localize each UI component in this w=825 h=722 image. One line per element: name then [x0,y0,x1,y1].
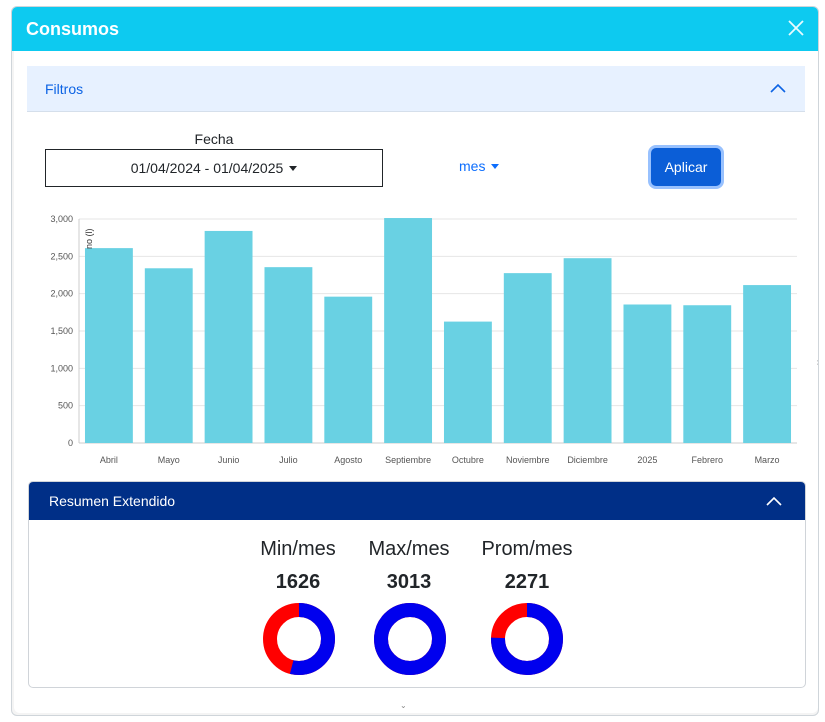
bar [384,218,433,443]
stat-max-value: 3013 [386,571,432,593]
close-icon[interactable] [786,18,806,38]
chevron-up-icon[interactable] [765,494,783,508]
bar [683,305,732,443]
bar [443,321,492,443]
stat-min-label: Min/mes [260,538,336,560]
bar [503,273,552,443]
stat-min: Min/mes 1626 [238,538,358,594]
caret-down-icon [289,165,298,171]
stat-max: Max/mes 3013 [349,538,469,594]
bar-chart-svg: 0 500 1,000 1,500 2,000 2,500 3,000 Abril Mayo Ju… [50,214,797,465]
summary-panel: Resumen Extendido Min/mes 1626 Max/mes 3… [28,481,806,688]
scroll-right-icon[interactable]: › [817,357,818,368]
x-tick-label: Mayo [158,455,180,465]
modal-header: Consumos [12,7,818,51]
scroll-down-icon[interactable]: ⌄ [400,701,407,710]
x-tick-label: Octubre [452,455,484,465]
date-range-dropdown[interactable]: 01/04/2024 - 01/04/2025 [45,149,383,187]
bar [324,296,373,443]
y-tick-label: 3,000 [50,214,73,224]
x-tick-label: 2025 [637,455,657,465]
x-tick-label: Diciembre [567,455,608,465]
stat-avg: Prom/mes 2271 [467,538,587,594]
period-value: mes [459,158,486,174]
y-tick-label: 2,000 [50,289,73,299]
max-donut-chart [374,603,446,675]
summary-header-label: Resumen Extendido [49,493,176,509]
chevron-up-icon[interactable] [769,81,787,95]
modal-title: Consumos [26,18,120,39]
caret-down-icon [491,163,500,169]
y-tick-label: 0 [68,438,73,448]
consumption-chart: 0 500 1,000 1,500 2,000 2,500 3,000 Abril Mayo Ju… [24,209,814,477]
x-tick-label: Septiembre [385,455,431,465]
x-tick-label: Febrero [691,455,723,465]
y-tick-label: 2,500 [50,251,73,261]
y-tick-label: 1,500 [50,326,73,336]
y-tick-label: 1,000 [50,363,73,373]
x-tick-label: Abril [100,455,118,465]
y-tick-label: 500 [58,401,73,411]
filters-accordion-header[interactable]: Filtros [27,66,805,112]
date-range-value: 01/04/2024 - 01/04/2025 [130,160,284,176]
x-tick-label: Julio [279,455,298,465]
modal-body: Filtros Fecha 01/04/2024 - 01/04/2025 me… [14,51,818,713]
bar [204,230,253,443]
summary-accordion-header[interactable]: Resumen Extendido [29,482,805,520]
bar [563,258,612,443]
y-axis-label: no (l) [84,228,94,249]
stat-max-label: Max/mes [368,538,450,560]
x-tick-label: Agosto [334,455,362,465]
avg-donut-chart [491,603,563,675]
bar [623,304,672,443]
donut-value-arc [263,603,335,675]
bar [743,285,792,443]
x-tick-label: Marzo [755,455,780,465]
bar [144,268,193,443]
stat-avg-value: 2271 [504,571,550,593]
donut-value-arc [374,603,446,675]
min-donut-chart [263,603,335,675]
bar [84,248,133,443]
fecha-label: Fecha [194,131,234,147]
x-tick-label: Noviembre [506,455,550,465]
apply-button[interactable]: Aplicar [651,148,721,186]
x-tick-label: Junio [218,455,240,465]
stat-min-value: 1626 [275,571,321,593]
consumos-modal: Consumos Filtros Fecha 01/04/2024 - 01/0… [11,6,819,716]
filters-header-label: Filtros [45,80,84,97]
bar [264,267,313,443]
donut-value-arc [491,603,563,675]
stat-avg-label: Prom/mes [481,538,573,560]
period-dropdown[interactable]: mes [459,158,500,174]
